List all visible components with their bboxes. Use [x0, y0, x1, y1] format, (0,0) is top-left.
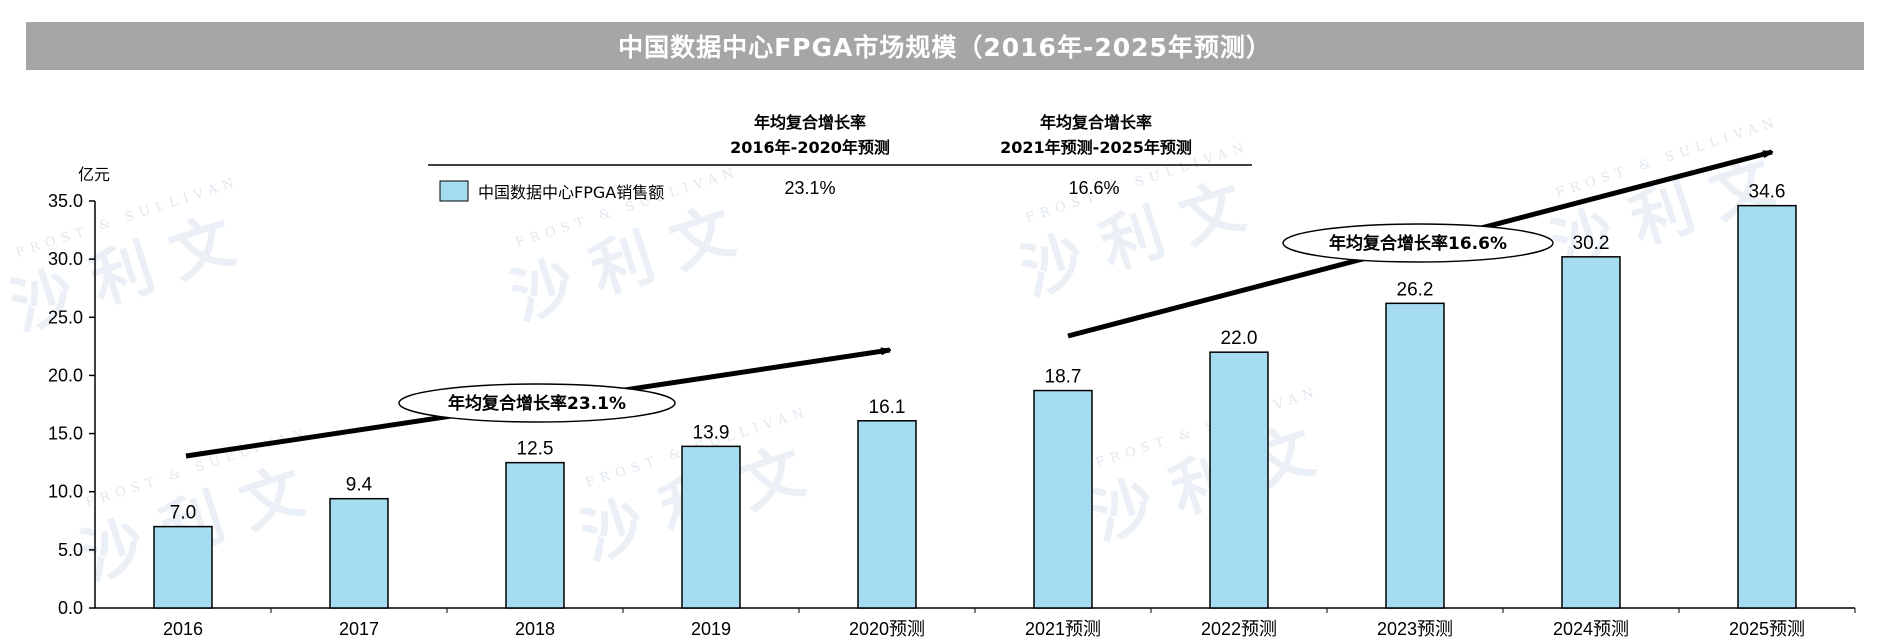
y-tick-label: 0.0	[58, 598, 83, 618]
x-tick-label: 2019	[691, 619, 731, 639]
bar	[1737, 204, 1797, 609]
y-tick-label: 20.0	[48, 365, 83, 385]
x-tick-label: 2020预测	[849, 619, 925, 639]
x-tick-label: 2021预测	[1025, 619, 1101, 639]
bar	[1033, 389, 1093, 609]
bar	[1561, 256, 1621, 609]
data-label: 7.0	[170, 503, 196, 524]
bar	[1209, 351, 1269, 609]
data-label: 13.9	[693, 422, 730, 443]
y-tick-label: 10.0	[48, 482, 83, 502]
cagr-annotation-1: 年均复合增长率23.1%	[398, 383, 676, 423]
bar	[153, 525, 213, 609]
bar	[505, 461, 565, 609]
cagr-ellipse-1	[398, 383, 676, 423]
x-tick-label: 2016	[163, 619, 203, 639]
cagr-annotation-1-text: 年均复合增长率23.1%	[448, 393, 626, 414]
x-tick-label: 2018	[515, 619, 555, 639]
bars: 7.0 2016 9.4 2017 12.5 2018 13.9 2019 16.1 2020预测…	[153, 182, 1805, 639]
y-unit-label: 亿元	[78, 165, 110, 184]
y-tick-label: 30.0	[48, 249, 83, 269]
cagr-col1-value: 23.1%	[784, 178, 835, 198]
legend-label: 中国数据中心FPGA销售额	[478, 183, 664, 202]
y-tick-label: 25.0	[48, 307, 83, 327]
data-label: 26.2	[1397, 279, 1434, 300]
cagr-col2-header-line2: 2021年预测-2025年预测	[1000, 138, 1192, 157]
cagr-ellipse-2	[1282, 223, 1554, 263]
x-tick-label: 2025预测	[1729, 619, 1805, 639]
data-label: 9.4	[346, 475, 373, 496]
cagr-col2-value: 16.6%	[1068, 178, 1119, 198]
data-label: 18.7	[1045, 367, 1082, 388]
cagr-col1-header-line1: 年均复合增长率	[754, 113, 866, 132]
bar	[681, 445, 741, 609]
cagr-col2-header-line1: 年均复合增长率	[1040, 113, 1152, 132]
bar	[329, 497, 389, 609]
y-tick-label: 35.0	[48, 191, 83, 211]
bar	[857, 420, 917, 609]
x-tick-label: 2023预测	[1377, 619, 1453, 639]
data-label: 16.1	[869, 397, 906, 418]
title-bar: 中国数据中心FPGA市场规模（2016年-2025年预测）	[26, 22, 1864, 70]
cagr-table: 年均复合增长率 2016年-2020年预测 年均复合增长率 2021年预测-20…	[428, 113, 1252, 198]
cagr-annotation-2-text: 年均复合增长率16.6%	[1329, 233, 1507, 254]
cagr-col1-header-line2: 2016年-2020年预测	[730, 138, 890, 157]
data-label: 12.5	[517, 439, 554, 460]
bar	[1385, 302, 1445, 609]
data-label: 22.0	[1221, 328, 1258, 349]
x-tick-label: 2024预测	[1553, 619, 1629, 639]
data-label: 34.6	[1749, 182, 1786, 203]
legend: 中国数据中心FPGA销售额	[439, 180, 664, 202]
chart-title: 中国数据中心FPGA市场规模（2016年-2025年预测）	[618, 33, 1272, 62]
data-label: 30.2	[1573, 233, 1610, 254]
cagr-annotation-2: 年均复合增长率16.6%	[1282, 223, 1554, 263]
x-tick-label: 2022预测	[1201, 619, 1277, 639]
y-tick-label: 15.0	[48, 424, 83, 444]
x-tick-label: 2017	[339, 619, 379, 639]
legend-swatch	[439, 180, 469, 202]
y-tick-label: 5.0	[58, 540, 83, 560]
